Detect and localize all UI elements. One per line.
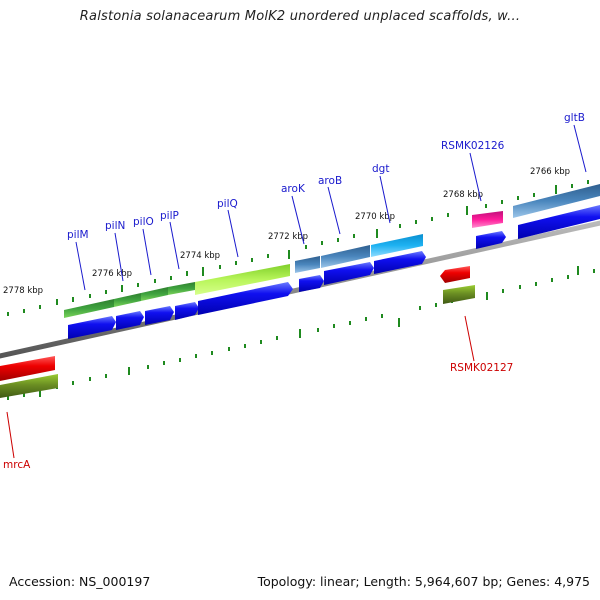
forward-gene-bars [64, 184, 600, 318]
scale-label-2778: 2778 kbp [3, 286, 43, 296]
cds-arrow-pilP [175, 302, 199, 320]
gene-bar-pilM [64, 299, 114, 318]
gene-bar-RSMK02126 [472, 211, 503, 228]
reverse-gene-bars [0, 266, 475, 398]
gene-bar-gltB [513, 184, 600, 218]
genome-summary: Topology: linear; Length: 5,964,607 bp; … [257, 574, 590, 589]
gene-label-mrcA: mrcA [3, 459, 31, 471]
gene-label-pilM: pilM [67, 229, 89, 241]
map-title: Ralstonia solanacearum MolK2 unordered u… [79, 9, 521, 24]
scale-label-2768: 2768 kbp [443, 190, 483, 200]
gene-label-aroB: aroB [318, 175, 342, 187]
gene-label-pilQ: pilQ [217, 198, 238, 210]
cds-arrow-aroB [324, 262, 374, 285]
gene-label-RSMK02127: RSMK02127 [450, 362, 513, 374]
gene-bar-aroB [321, 245, 370, 268]
accession-label: Accession: NS_000197 [9, 574, 151, 589]
gene-bar-mrcA [0, 374, 58, 398]
upper-tick-track [7, 180, 589, 316]
gene-label-RSMK02126: RSMK02126 [441, 140, 505, 152]
gene-arrow-mrcA [0, 356, 55, 381]
scale-label-2776: 2776 kbp [92, 269, 132, 279]
forward-cds-arrows [68, 205, 600, 339]
cds-arrow-pilQ [198, 282, 293, 315]
gene-bar-pilO [141, 287, 168, 301]
gene-label-dgt: dgt [372, 163, 389, 175]
gene-label-pilN: pilN [105, 220, 125, 232]
cds-arrow-dgt [374, 251, 426, 274]
gene-bar-RSMK02127 [443, 285, 475, 304]
gene-bar-pilQ [195, 264, 290, 295]
scale-label-2770: 2770 kbp [355, 212, 395, 222]
cds-arrow-RSMK02126 [476, 231, 506, 249]
gene-bar-pilP [168, 282, 195, 295]
gene-arrow-RSMK02127 [440, 266, 470, 283]
cds-arrow-gltB [518, 205, 600, 239]
cds-arrow-pilO [145, 306, 174, 325]
gene-label-gltB: gltB [564, 112, 585, 124]
label-leader-lines [6, 124, 587, 459]
gene-label-aroK: aroK [281, 183, 306, 195]
scale-label-2766: 2766 kbp [530, 167, 570, 177]
cds-arrow-aroK [299, 275, 324, 292]
cds-arrow-pilN [116, 311, 144, 330]
scale-label-2774: 2774 kbp [180, 251, 220, 261]
cds-arrow-pilM [68, 316, 116, 339]
gene-bar-pilN [114, 293, 141, 307]
gene-label-pilO: pilO [133, 216, 154, 228]
gene-bar-aroK [295, 256, 320, 273]
gene-label-pilP: pilP [160, 210, 179, 222]
scale-label-2772: 2772 kbp [268, 232, 308, 242]
gene-bar-dgt [371, 234, 423, 257]
